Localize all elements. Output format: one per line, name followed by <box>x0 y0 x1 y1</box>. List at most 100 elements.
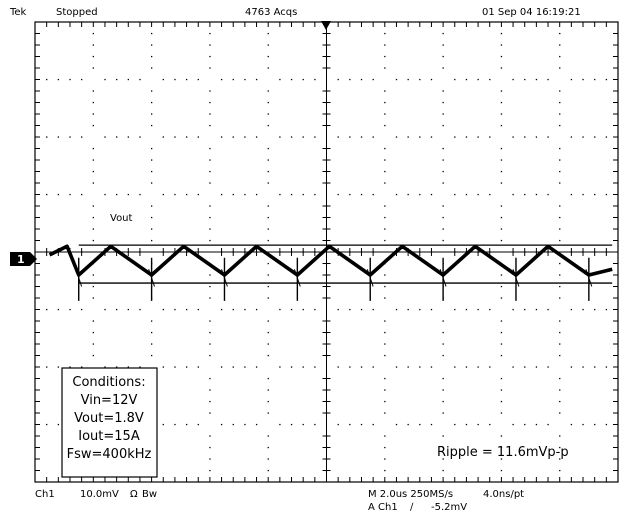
grid-dot <box>104 366 106 368</box>
grid-dot <box>174 308 176 311</box>
grid-dot <box>442 377 444 380</box>
grid-dot <box>465 423 468 426</box>
grid-dot <box>267 101 269 104</box>
grid-dot <box>267 389 269 391</box>
grid-dot <box>349 366 351 368</box>
grid-dot <box>605 366 608 368</box>
grid-dot <box>559 262 561 265</box>
brand-label: Tek <box>9 7 27 18</box>
grid-dot <box>559 113 561 115</box>
grid-dot <box>267 205 269 207</box>
grid-dot <box>559 285 561 288</box>
channel-marker-number: 1 <box>17 253 25 266</box>
grid-dot <box>395 136 398 138</box>
grid-dot <box>559 101 561 104</box>
grid-dot <box>255 366 258 368</box>
grid-dot <box>500 101 503 104</box>
grid-dot <box>209 435 211 437</box>
grid-dot <box>209 67 211 69</box>
grid-dot <box>384 124 386 127</box>
grid-dot <box>500 124 503 127</box>
switching-spike <box>75 269 83 287</box>
grid-dot <box>69 366 71 368</box>
grid-dot <box>92 274 94 276</box>
grid-dot <box>197 78 199 81</box>
grid-dot <box>430 136 433 138</box>
grid-dot <box>174 78 176 81</box>
grid-dot <box>535 193 538 196</box>
grid-dot <box>255 423 258 426</box>
grid-dot <box>384 44 386 46</box>
grid-dot <box>302 366 304 368</box>
sample-resolution: 4.0ns/pt <box>483 489 524 500</box>
grid-dot <box>547 423 549 426</box>
grid-dot <box>162 193 164 196</box>
grid-dot <box>151 343 153 345</box>
grid-dot <box>442 389 444 391</box>
grid-dot <box>477 423 479 426</box>
grid-dot <box>92 216 94 219</box>
grid-dot <box>407 423 409 426</box>
grid-dot <box>465 193 468 196</box>
grid-dot <box>395 78 398 81</box>
grid-dot <box>605 308 608 311</box>
grid-dot <box>151 90 153 92</box>
grid-dot <box>524 136 526 138</box>
grid-dot <box>81 78 83 81</box>
grid-dot <box>559 331 561 334</box>
switching-spike <box>293 269 301 287</box>
grid-dot <box>500 446 503 449</box>
grid-dot <box>442 331 444 334</box>
grid-dot <box>69 308 71 311</box>
grid-dot <box>151 216 153 219</box>
grid-dot <box>151 228 153 230</box>
grid-dot <box>290 366 293 368</box>
grid-dot <box>489 366 491 368</box>
grid-dot <box>232 78 234 81</box>
grid-dot <box>127 78 129 81</box>
grid-dot <box>209 113 211 115</box>
grid-dot <box>442 159 444 161</box>
grid-dot <box>489 308 491 311</box>
grid-dot <box>314 136 316 138</box>
grid-dot <box>442 239 444 242</box>
grid-dot <box>314 423 316 426</box>
grid-dot <box>92 90 94 92</box>
grid-dot <box>384 216 386 219</box>
grid-dot <box>570 78 573 81</box>
grid-dot <box>185 423 188 426</box>
grid-dot <box>570 366 573 368</box>
grid-dot <box>395 366 398 368</box>
grid-dot <box>302 423 304 426</box>
grid-dot <box>512 78 514 81</box>
plot-frame <box>34 21 619 483</box>
grid-dot <box>430 78 433 81</box>
grid-dot <box>267 90 269 92</box>
grid-dot <box>500 297 503 299</box>
grid-dot <box>384 274 386 276</box>
grid-dot <box>220 308 223 311</box>
grid-dot <box>267 297 269 299</box>
grid-dot <box>349 78 351 81</box>
grid-dot <box>384 469 386 472</box>
grid-dot <box>419 193 421 196</box>
condition-iout: Iout=15A <box>78 429 140 444</box>
grid-dot <box>407 308 409 311</box>
grid-dot <box>290 136 293 138</box>
grid-dot <box>46 136 48 138</box>
grid-dot <box>594 193 596 196</box>
grid-dot <box>267 331 269 334</box>
grid-dot <box>559 412 561 414</box>
condition-fsw: Fsw=400kHz <box>67 447 152 462</box>
grid-dot <box>500 55 503 58</box>
grid-dot <box>255 136 258 138</box>
grid-dot <box>605 78 608 81</box>
grid-dot <box>442 228 444 230</box>
grid-dot <box>209 458 211 460</box>
grid-dot <box>605 423 608 426</box>
ripple-annotation: Ripple = 11.6mVp-p <box>437 445 569 460</box>
grid-dot <box>255 308 258 311</box>
grid-dot <box>594 78 596 81</box>
grid-dot <box>116 136 118 138</box>
grid-dot <box>407 366 409 368</box>
